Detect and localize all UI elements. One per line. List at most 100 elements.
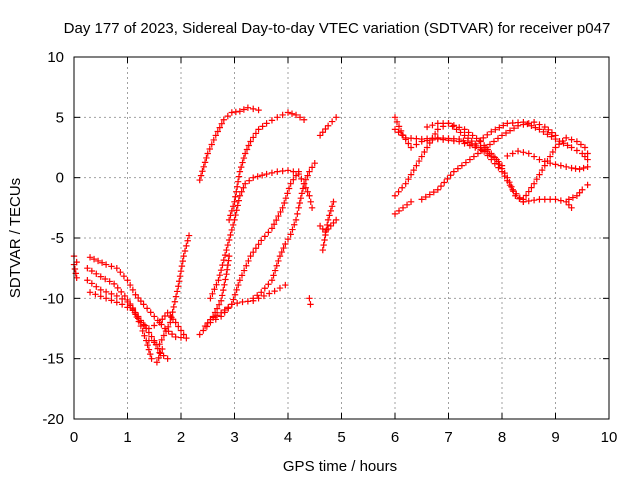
data-point <box>231 291 239 298</box>
data-point <box>563 134 570 142</box>
data-point <box>300 116 308 123</box>
data-point <box>508 183 515 190</box>
data-point <box>147 309 154 316</box>
data-point <box>236 192 244 199</box>
data-point <box>285 185 293 192</box>
data-point <box>320 241 327 249</box>
data-point <box>176 273 184 280</box>
x-tick-label: 7 <box>444 429 452 446</box>
data-point <box>258 289 265 296</box>
data-point <box>106 278 113 285</box>
data-point <box>476 137 483 145</box>
data-point <box>156 340 163 348</box>
data-point <box>520 196 527 203</box>
data-point <box>548 129 556 136</box>
data-point <box>470 153 478 160</box>
data-point <box>148 355 155 362</box>
data-point <box>265 281 272 288</box>
data-point <box>217 266 225 274</box>
data-point <box>97 293 104 300</box>
data-point <box>490 138 498 145</box>
data-point <box>430 188 437 196</box>
data-point <box>465 129 472 136</box>
data-point <box>391 192 399 199</box>
data-point <box>514 147 522 155</box>
data-point <box>265 229 272 236</box>
data-point <box>221 281 228 289</box>
data-point <box>126 281 134 289</box>
data-point <box>413 162 420 169</box>
data-point <box>323 226 330 234</box>
data-point <box>274 114 281 121</box>
data-point <box>391 210 399 218</box>
data-point <box>129 304 137 312</box>
data-point <box>132 291 139 298</box>
data-point <box>284 236 292 243</box>
data-point <box>491 160 499 167</box>
data-point <box>244 104 252 111</box>
data-point <box>308 204 316 212</box>
data-point <box>429 135 436 142</box>
data-point <box>480 134 487 142</box>
data-point <box>102 295 110 302</box>
data-point <box>584 156 591 163</box>
data-point <box>291 221 298 228</box>
data-point <box>437 182 445 190</box>
data-point <box>275 212 282 220</box>
data-point <box>255 241 262 248</box>
data-point <box>227 212 234 219</box>
data-point <box>324 122 332 129</box>
data-point <box>250 134 257 141</box>
data-point <box>395 207 403 215</box>
data-point <box>282 194 290 202</box>
data-point <box>405 140 412 147</box>
data-point <box>97 273 104 280</box>
x-axis-label: GPS time / hours <box>283 458 397 475</box>
data-point <box>88 267 96 275</box>
data-point <box>504 120 511 127</box>
data-point <box>113 292 120 300</box>
data-point <box>183 242 190 250</box>
data-point <box>284 109 292 116</box>
data-point <box>495 164 502 171</box>
data-point <box>307 198 314 205</box>
satellite-track <box>145 232 193 348</box>
data-point <box>250 174 257 181</box>
data-point <box>398 184 406 191</box>
data-point <box>552 144 559 151</box>
data-point <box>520 149 527 156</box>
data-point <box>206 145 213 153</box>
data-point <box>102 275 109 283</box>
data-point <box>328 203 336 210</box>
data-point <box>153 359 161 366</box>
data-point <box>210 136 217 144</box>
data-point <box>232 193 239 200</box>
data-point <box>319 129 326 136</box>
data-point <box>151 313 158 320</box>
data-point <box>235 197 242 204</box>
data-point <box>270 272 277 279</box>
data-point <box>536 121 543 128</box>
data-point <box>223 271 230 278</box>
data-point <box>296 199 303 207</box>
x-tick-label: 0 <box>70 429 78 446</box>
data-point <box>222 276 229 283</box>
x-tick-label: 4 <box>284 429 292 446</box>
data-point <box>522 192 530 199</box>
data-point <box>238 188 245 195</box>
data-point <box>395 129 402 136</box>
data-point <box>287 180 294 187</box>
data-point <box>234 178 242 185</box>
data-point <box>491 154 499 161</box>
data-point <box>281 199 288 207</box>
data-point <box>204 150 211 157</box>
data-point <box>233 183 241 190</box>
data-point <box>145 337 153 344</box>
data-point <box>242 180 249 187</box>
data-point <box>159 345 166 353</box>
data-point <box>208 141 215 148</box>
plot-frame <box>73 56 610 420</box>
data-point <box>225 252 233 260</box>
data-point <box>164 355 171 362</box>
